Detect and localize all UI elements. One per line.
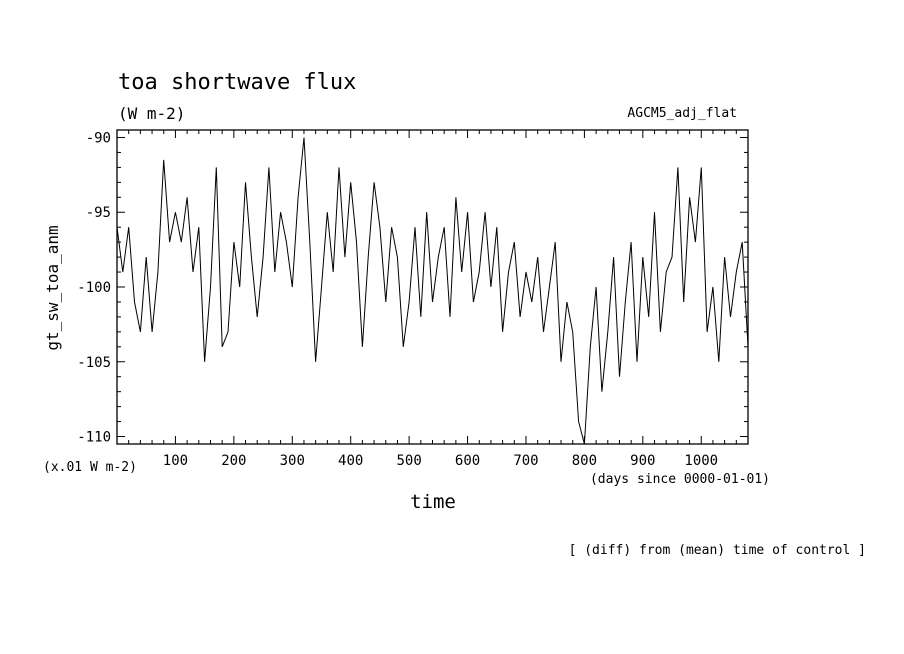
tick-labels: 100 200 300 400 500 600 700 800 900 1000 -90 -95 -10… — [77, 130, 718, 469]
y-scale-note: (x.01 W m-2) — [43, 460, 137, 475]
x-tick-label: 400 — [338, 453, 363, 469]
y-tick-label: -110 — [77, 430, 111, 446]
y-tick-label: -105 — [77, 355, 111, 371]
x-tick-label: 800 — [572, 453, 597, 469]
footnote: [ (diff) from (mean) time of control ] — [569, 543, 866, 558]
chart-title: toa shortwave flux — [118, 70, 356, 95]
run-label: AGCM5_adj_flat — [627, 106, 737, 121]
x-tick-label: 700 — [513, 453, 538, 469]
x-tick-label: 100 — [163, 453, 188, 469]
y-tick-label: -90 — [86, 130, 111, 146]
x-axis-label: time — [410, 491, 456, 513]
x-tick-label: 1000 — [684, 453, 718, 469]
y-axis-label: gt_sw_toa_anm — [43, 225, 62, 350]
y-tick-label: -100 — [77, 280, 111, 296]
axis-ticks — [117, 130, 748, 444]
series-line — [116, 137, 749, 445]
units-label: (W m-2) — [118, 104, 185, 123]
x-units-note: (days since 0000-01-01) — [590, 472, 770, 487]
x-tick-label: 300 — [280, 453, 305, 469]
x-tick-label: 500 — [396, 453, 421, 469]
y-tick-label: -95 — [86, 205, 111, 221]
x-tick-label: 600 — [455, 453, 480, 469]
x-tick-label: 200 — [221, 453, 246, 469]
x-tick-label: 900 — [630, 453, 655, 469]
plot-frame — [116, 129, 749, 445]
